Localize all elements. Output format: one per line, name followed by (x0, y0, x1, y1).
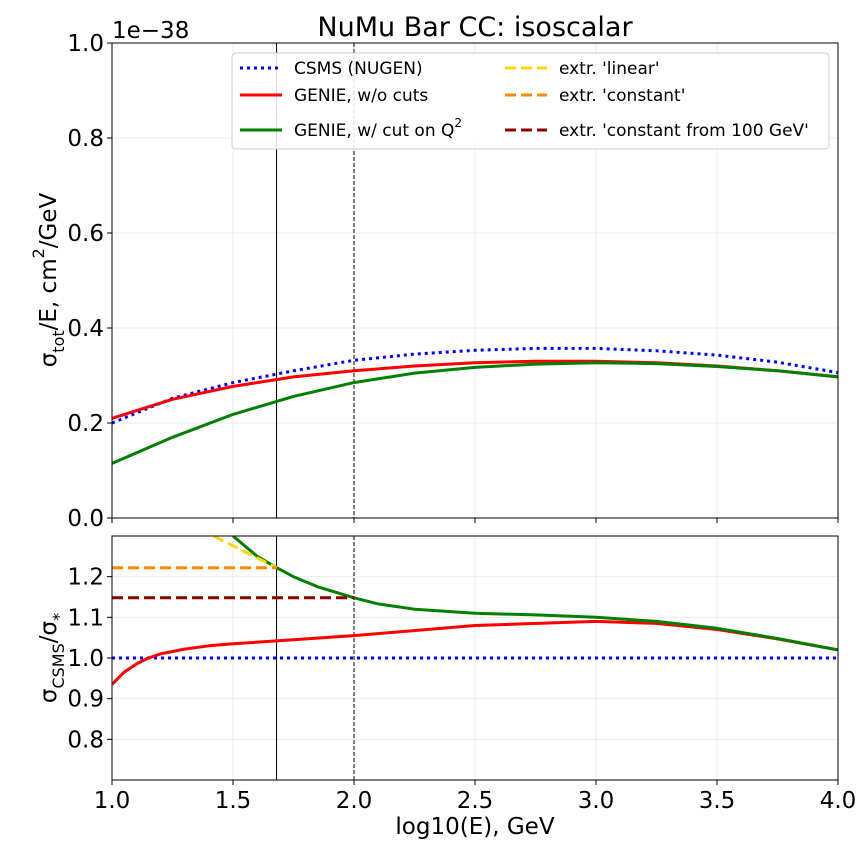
bottom-y-tick-label: 1.0 (67, 646, 104, 672)
legend-label-4: extr. 'constant' (559, 86, 685, 106)
legend-label-3: extr. 'linear' (559, 59, 660, 79)
bottom-y-tick-label: 1.1 (67, 605, 104, 631)
legend: CSMS (NUGEN) GENIE, w/o cuts GENIE, w/ cut… (231, 52, 830, 150)
top-series-line-2 (112, 361, 838, 465)
bottom-y-ticks: 0.8 0.9 1.0 1.1 1.2 (67, 565, 112, 753)
x-tick-label: 2.5 (457, 788, 494, 814)
legend-box (231, 52, 830, 150)
bottom-y-tick-label: 0.8 (67, 727, 104, 753)
top-y-axis-label: σtot/E, cm2/GeV (29, 192, 68, 367)
x-tick-label: 3.0 (578, 788, 615, 814)
top-y-tick-label: 0.2 (67, 411, 104, 437)
top-series-line-0 (112, 346, 838, 425)
x-tick-label: 2.0 (336, 788, 373, 814)
top-x-ticks (111, 518, 839, 523)
legend-label-sup: 2 (454, 116, 462, 130)
x-axis-label: log10(E), GeV (395, 814, 554, 840)
top-y-tick-label: 0.4 (67, 316, 104, 342)
legend-label-5: extr. 'constant from 100 GeV' (559, 121, 809, 141)
bottom-series (112, 536, 838, 686)
chart-title: NuMu Bar CC: isoscalar (317, 12, 633, 43)
x-tick-label: 4.0 (820, 788, 857, 814)
bottom-y-tick-label: 0.9 (67, 687, 104, 713)
bottom-vlines (276, 536, 355, 780)
x-tick-label: 1.5 (215, 788, 252, 814)
legend-label-main: GENIE, w/ cut on Q (294, 121, 454, 141)
x-tick-label: 1.0 (94, 788, 131, 814)
legend-label-0: CSMS (NUGEN) (294, 59, 423, 79)
legend-label-1: GENIE, w/o cuts (294, 86, 428, 106)
bottom-series-line-2 (232, 536, 838, 652)
top-y-tick-label: 0.0 (67, 506, 104, 532)
top-y-tick-label: 0.8 (67, 126, 104, 152)
bottom-x-ticks: 1.0 1.5 2.0 2.5 3.0 3.5 4.0 (94, 780, 857, 814)
top-panel: 0.0 0.2 0.4 0.6 0.8 1.0 1e−38 σtot/E, cm2/GeV… (29, 18, 839, 532)
x-tick-label: 3.5 (699, 788, 736, 814)
bottom-series-line-1 (112, 619, 838, 686)
bottom-y-tick-label: 1.2 (67, 565, 104, 591)
top-y-tick-label: 0.6 (67, 221, 104, 247)
bottom-y-axis-label: σCSMS/σ* (36, 613, 68, 703)
top-y-ticks: 0.0 0.2 0.4 0.6 0.8 1.0 (67, 31, 112, 532)
bottom-series-line-3 (212, 536, 278, 570)
top-series (112, 346, 838, 465)
legend-label-2: GENIE, w/ cut on Q2 (294, 116, 462, 141)
top-y-tick-label: 1.0 (67, 31, 104, 57)
bottom-panel: 1.0 1.5 2.0 2.5 3.0 3.5 4.0 0.8 0.9 1.0 1.1 1.2 σC… (36, 535, 857, 840)
top-scale-label: 1e−38 (112, 18, 189, 44)
